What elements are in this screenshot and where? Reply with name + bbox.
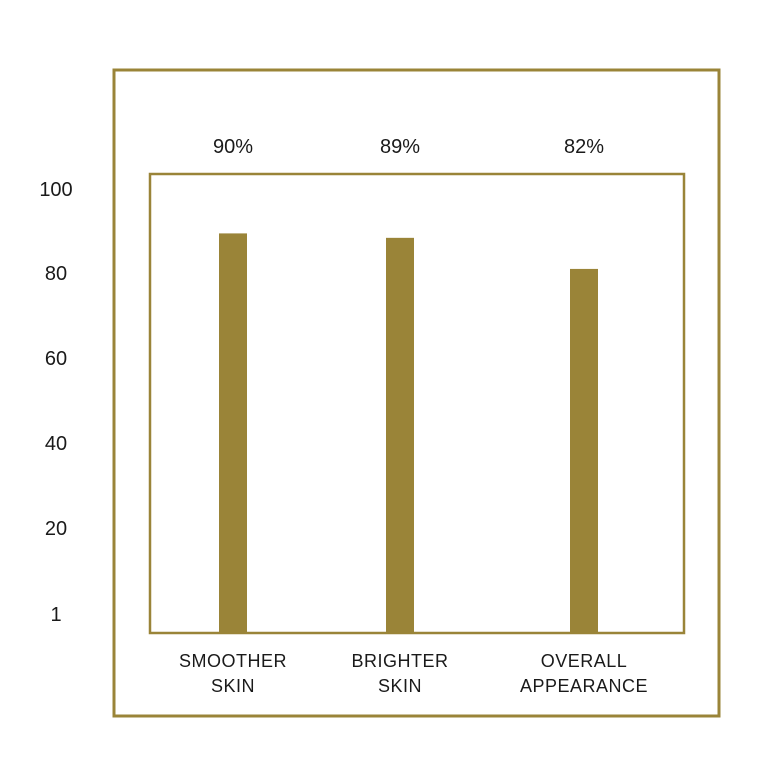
y-tick-label: 20 [45,518,67,540]
y-axis-ticks: 1 20 40 60 80 100 [39,179,72,626]
x-tick-label: APPEARANCE [520,676,648,696]
y-tick-label: 40 [45,433,67,455]
plot-area-frame [148,172,686,635]
data-label: 90% [213,136,253,158]
y-tick-label: 80 [45,263,67,285]
x-tick-label: SMOOTHER [179,651,287,671]
bar [570,268,598,633]
category-labels: SMOOTHER SKIN BRIGHTER SKIN OVERALL APPEARANC… [179,651,648,696]
y-tick-label: 1 [50,604,61,626]
bars [219,233,598,633]
bar [386,237,414,633]
value-labels: 90% 89% 82% [213,136,604,158]
x-tick-label: SKIN [378,676,422,696]
data-label: 89% [380,136,420,158]
data-label: 82% [564,136,604,158]
x-tick-label: BRIGHTER [351,651,448,671]
bar [219,233,247,633]
y-tick-label: 100 [39,179,72,201]
y-tick-label: 60 [45,348,67,370]
x-tick-label: OVERALL [541,651,628,671]
outer-frame [112,68,721,718]
x-tick-label: SKIN [211,676,255,696]
